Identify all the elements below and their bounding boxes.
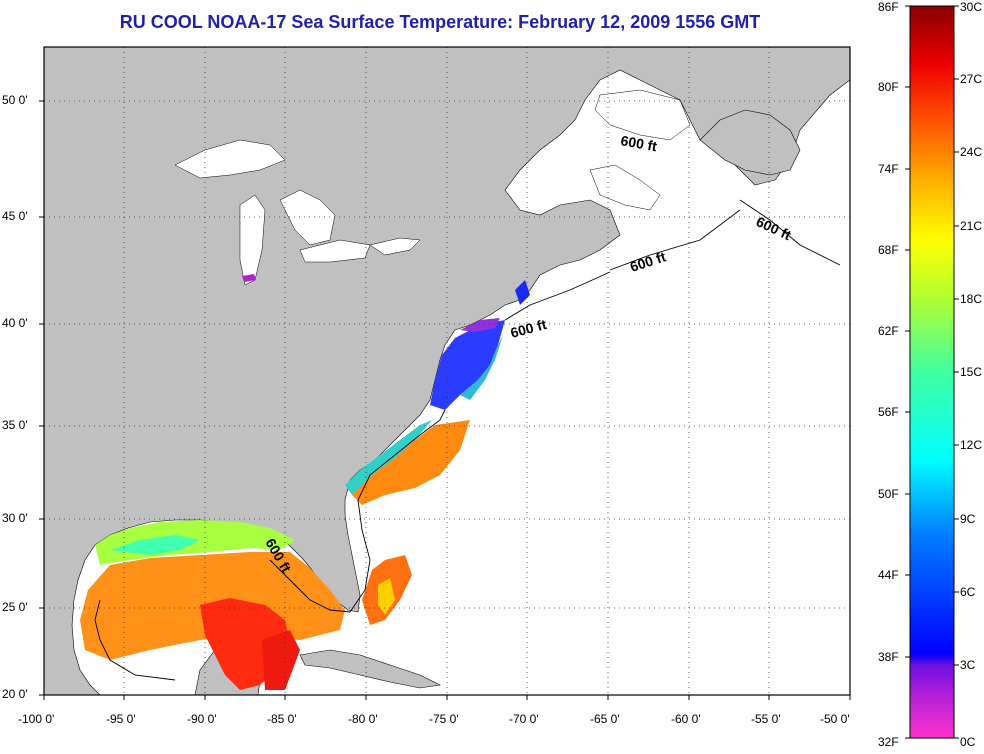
great-lakes — [174, 89, 691, 286]
y-tick-label: 40 0' — [2, 316, 28, 330]
colorbar-c-label: 30C — [960, 0, 983, 14]
sst-gulf-stream — [352, 420, 470, 505]
y-tick-label: 30 0' — [2, 511, 28, 525]
sst-south-atlantic-shelf — [345, 420, 432, 495]
colorbar-c-label: 12C — [960, 438, 983, 452]
x-tick-label: -75 0' — [429, 712, 459, 726]
colorbar — [909, 5, 955, 739]
x-tick-label: -70 0' — [509, 712, 539, 726]
colorbar-f-label: 50F — [878, 487, 899, 501]
colorbar-ticks — [905, 5, 959, 739]
colorbar-c-label: 0C — [960, 735, 976, 749]
y-tick-label: 45 0' — [2, 209, 28, 223]
x-tick-label: -60 0' — [671, 712, 701, 726]
x-tick-label: -80 0' — [348, 712, 378, 726]
map-gridlines — [44, 47, 850, 695]
y-tick-label: 25 0' — [2, 600, 28, 614]
x-tick-label: -90 0' — [187, 712, 217, 726]
isobath-label-north: 600 ft — [619, 132, 658, 154]
colorbar-f-label: 80F — [878, 80, 899, 94]
sst-yucatan-channel — [262, 630, 300, 690]
map-title: RU COOL NOAA-17 Sea Surface Temperature:… — [119, 12, 761, 32]
y-tick-label: 35 0' — [2, 418, 28, 432]
x-tick-label: -55 0' — [751, 712, 781, 726]
x-tick-label: -85 0' — [267, 712, 297, 726]
land-newfoundland — [699, 109, 801, 176]
colorbar-c-label: 21C — [960, 219, 983, 233]
y-tick-label: 20 0' — [2, 687, 28, 701]
colorbar-f-label: 32F — [878, 735, 899, 749]
colorbar-f-label: 38F — [878, 650, 899, 664]
colorbar-f-label: 86F — [878, 0, 899, 14]
colorbar-c-label: 9C — [960, 512, 976, 526]
axis-ticks — [39, 100, 851, 700]
x-tick-label: -65 0' — [590, 712, 620, 726]
colorbar-f-label: 56F — [878, 405, 899, 419]
isobath-600ft — [94, 199, 841, 681]
colorbar-f-label: 74F — [878, 162, 899, 176]
colorbar-c-label: 24C — [960, 145, 983, 159]
sst-mid-atlantic-warm — [460, 335, 503, 400]
colorbar-f-label: 44F — [878, 568, 899, 582]
sst-gulf-northwest — [110, 535, 200, 555]
sst-lake-michigan-spot — [242, 274, 256, 282]
x-tick-label: -100 0' — [18, 712, 55, 726]
colorbar-f-label: 68F — [878, 243, 899, 257]
colorbar-f-label: 62F — [878, 324, 899, 338]
colorbar-c-label: 15C — [960, 365, 983, 379]
sst-mid-atlantic-cold — [430, 320, 505, 410]
sst-data — [80, 274, 530, 690]
colorbar-c-label: 27C — [960, 72, 983, 86]
sst-bahamas — [378, 578, 395, 615]
sst-ny-bight — [460, 318, 500, 332]
land-cuba — [299, 649, 441, 689]
x-tick-label: -95 0' — [106, 712, 136, 726]
sst-cape-cod — [515, 280, 530, 305]
colorbar-c-label: 3C — [960, 658, 976, 672]
colorbar-c-label: 6C — [960, 585, 976, 599]
colorbar-c-label: 18C — [960, 292, 983, 306]
x-tick-label: -50 0' — [820, 712, 850, 726]
y-tick-label: 50 0' — [2, 93, 28, 107]
